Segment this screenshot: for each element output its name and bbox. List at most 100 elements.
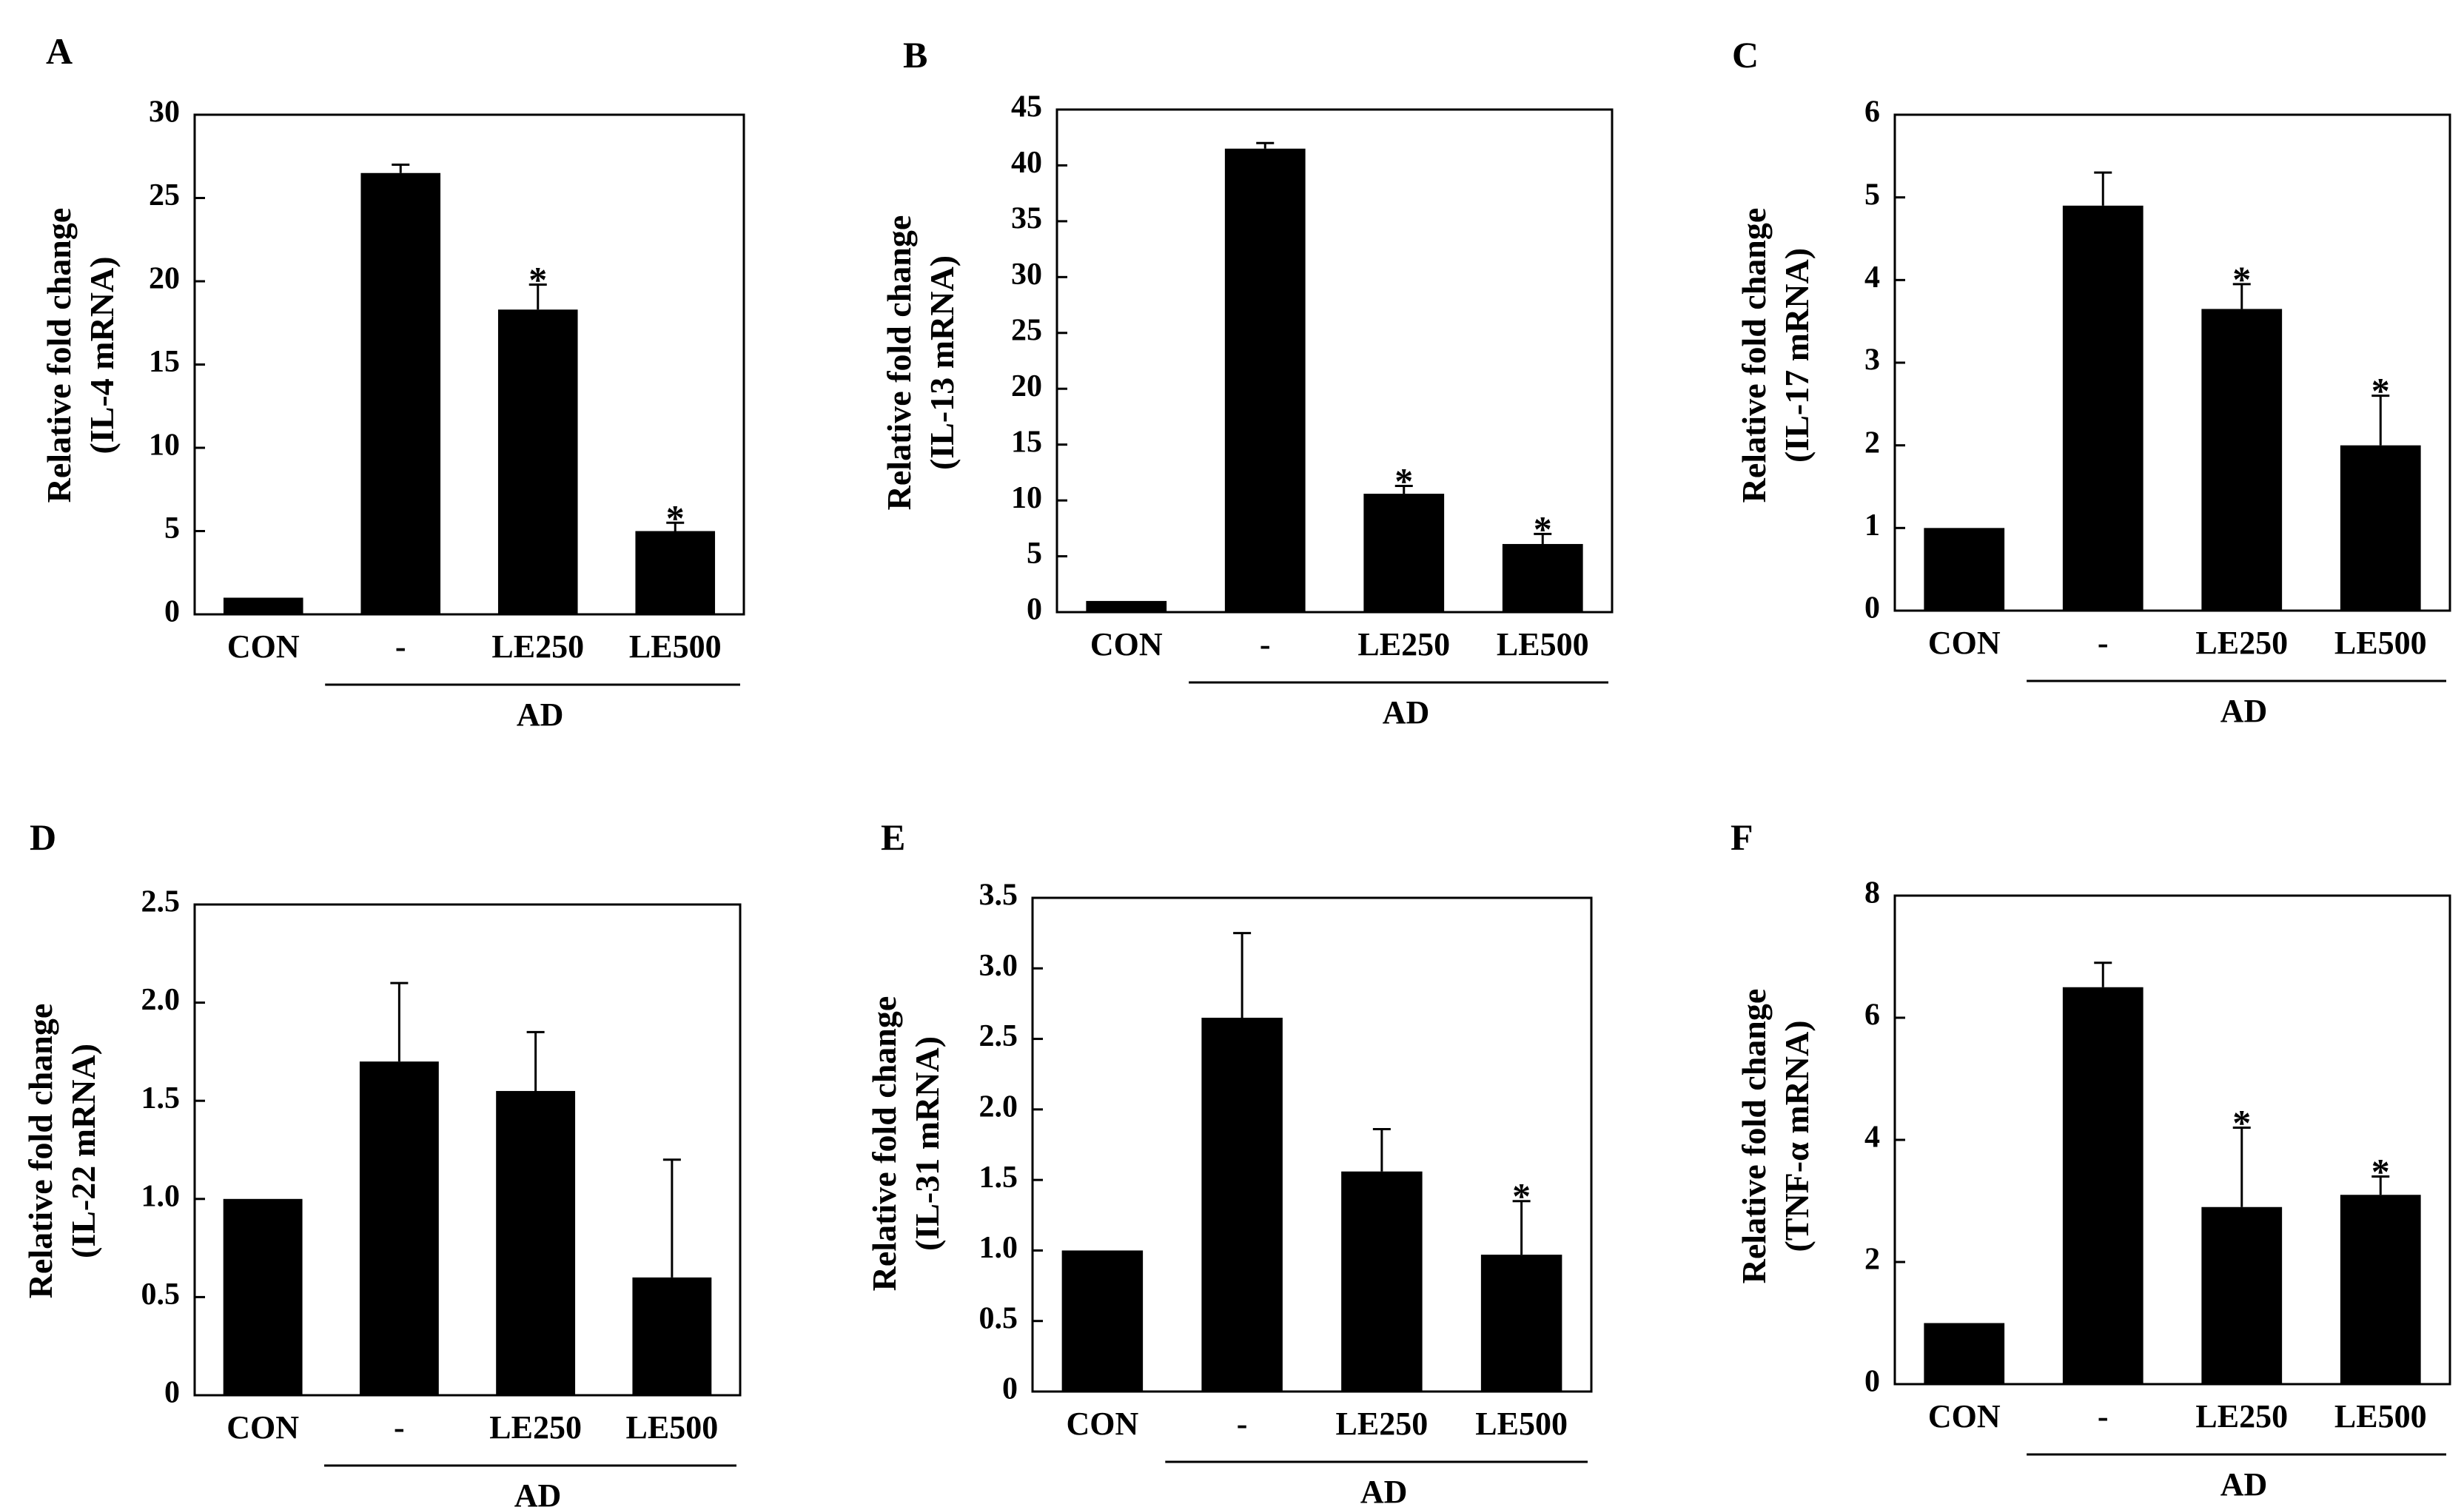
bar [1502,543,1583,612]
panel-a: A Relative fold change (IL-4 mRNA) 0 5 10 15 20… [40,30,745,733]
bar [1201,1017,1283,1392]
significance-marker: * [1512,1175,1531,1217]
bar [1086,600,1167,612]
x-category-label: LE500 [1497,626,1589,662]
group-label: AD [517,697,564,733]
y-tick-label: 2.5 [979,1019,1018,1053]
y-axis-label-line2: (IL-4 mRNA) [83,256,121,454]
bar [2201,309,2283,611]
bar [1924,1323,2005,1384]
significance-marker: * [2232,258,2251,300]
y-tick-label: 5 [1027,537,1042,571]
y-tick-label: 0 [1864,591,1880,625]
y-tick-label: 3.5 [979,879,1018,913]
y-tick-label: 4 [1864,261,1880,295]
y-tick-label: 1.0 [979,1231,1018,1265]
y-tick-label: 25 [149,178,180,212]
y-tick-label: 15 [149,345,180,379]
bar [2340,1195,2421,1384]
x-category-label: CON [1066,1406,1138,1442]
y-tick-label: 40 [1011,146,1042,180]
y-tick-label: 2.5 [141,885,181,919]
x-category-label: LE250 [2195,1398,2288,1434]
y-tick-label: 20 [149,262,180,296]
y-axis-label-line2: (IL-13 mRNA) [923,255,961,470]
y-tick-label: 5 [164,511,180,546]
x-category-label: LE500 [2334,1398,2427,1434]
significance-marker: * [2232,1102,2251,1144]
significance-marker: * [1394,460,1413,501]
x-category-label: CON [226,1409,299,1446]
bar [1924,528,2005,611]
y-axis-label: Relative fold change (IL-31 mRNA) [865,996,946,1292]
panel-letter: B [903,34,927,75]
x-category-label: CON [1928,1398,2001,1434]
y-tick-label: 6 [1864,998,1880,1033]
significance-marker: * [528,259,547,301]
y-tick-label: 25 [1011,313,1042,347]
significance-marker: * [2371,370,2390,412]
bar [635,531,716,614]
bar [2201,1206,2283,1384]
y-axis-label: Relative fold change (IL-22 mRNA) [21,1004,102,1299]
x-category-label: - [2098,1398,2109,1434]
y-tick-label: 8 [1864,876,1880,910]
y-axis-label-line2: (IL-17 mRNA) [1778,248,1816,463]
y-axis-label: Relative fold change (IL-4 mRNA) [40,208,121,503]
y-tick-label: 10 [1011,481,1042,515]
x-category-label: - [1260,626,1271,662]
bar [1341,1171,1423,1392]
bar [2062,987,2144,1384]
y-tick-label: 0 [164,595,180,629]
y-axis-label: Relative fold change (TNF-α mRNA) [1735,989,1816,1284]
x-category-label: LE250 [1357,626,1450,662]
plot-frame [1055,108,1614,614]
y-tick-label: 1.0 [141,1179,181,1213]
y-tick-label: 5 [1864,178,1880,212]
y-tick-label: 35 [1011,202,1042,236]
y-tick-label: 2 [1864,426,1880,460]
y-tick-label: 4 [1864,1121,1880,1155]
x-category-label: LE250 [2195,625,2288,661]
panel-c: C Relative fold change (IL-17 mRNA) 0 1 2 3 4 5 6… [1732,34,2451,729]
x-category-label: LE250 [489,1409,582,1446]
y-axis-label-line1: Relative fold change [1735,208,1773,503]
x-category-label: - [395,628,406,665]
plot-frame [1031,896,1593,1393]
bar [496,1090,576,1395]
y-axis-label-line1: Relative fold change [880,215,918,511]
panel-letter: E [881,816,905,858]
y-axis-label-line1: Relative fold change [21,1004,59,1299]
panel-e: E Relative fold change (IL-31 mRNA) 0 0.5 1.0… [865,816,1593,1507]
panel-b: B Relative fold change (IL-13 mRNA) 0 5 10 15 2… [880,34,1614,731]
bar [2340,445,2421,611]
x-category-label: LE500 [1475,1406,1568,1442]
group-label: AD [2220,693,2268,729]
group-label: AD [2220,1466,2268,1503]
y-tick-label: 0 [1864,1365,1880,1399]
y-axis-label-line1: Relative fold change [865,996,903,1292]
bar [1363,494,1445,612]
x-category-label: - [394,1409,405,1446]
y-tick-label: 1 [1864,509,1880,543]
y-tick-label: 30 [1011,258,1042,292]
panel-letter: F [1730,816,1753,858]
y-axis-label: Relative fold change (IL-17 mRNA) [1735,208,1816,503]
y-tick-label: 20 [1011,369,1042,403]
y-tick-label: 1.5 [979,1161,1018,1195]
plot-frame [193,903,742,1397]
y-tick-label: 0 [1002,1372,1018,1406]
y-tick-label: 2.0 [979,1090,1018,1124]
significance-marker: * [2371,1151,2390,1192]
y-tick-label: 3 [1864,343,1880,377]
y-axis-label: Relative fold change (IL-13 mRNA) [880,215,961,511]
group-label: AD [1360,1474,1408,1507]
bar [359,1061,439,1395]
y-axis-label-line2: (IL-31 mRNA) [908,1036,946,1251]
y-tick-label: 2 [1864,1243,1880,1277]
y-tick-label: 0 [164,1376,180,1410]
x-category-label: CON [227,628,300,665]
y-tick-label: 30 [149,95,180,130]
panel-d: D Relative fold change (IL-22 mRNA) 0 0.5 1.0… [21,816,742,1507]
x-category-label: CON [1090,626,1163,662]
